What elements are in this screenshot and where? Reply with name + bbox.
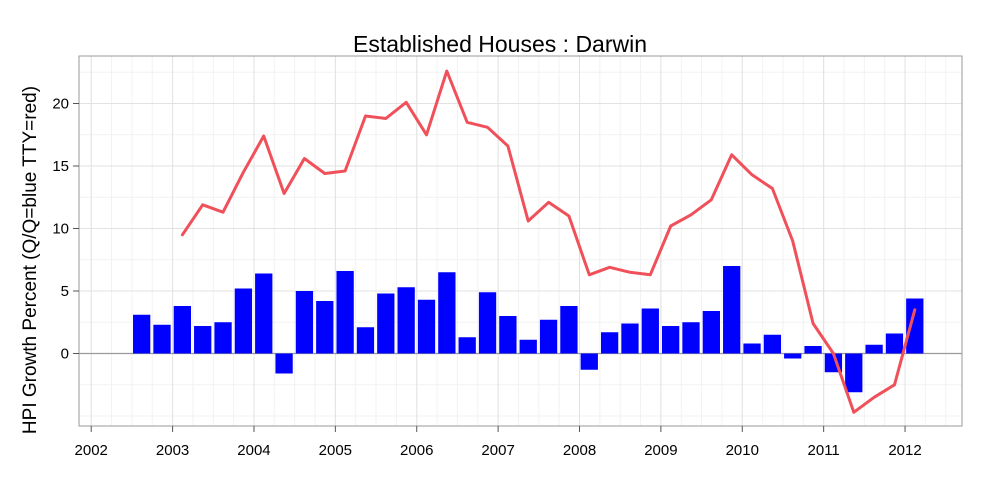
bar — [336, 271, 354, 354]
x-tick-label: 2009 — [644, 442, 677, 459]
bar — [641, 308, 659, 354]
bar — [906, 298, 924, 354]
x-tick-label: 2002 — [75, 442, 108, 459]
major-grid — [79, 56, 962, 426]
bar — [600, 332, 619, 354]
y-tick-label: 5 — [61, 283, 69, 300]
bar — [723, 266, 741, 354]
y-tick-label: 0 — [61, 346, 69, 363]
x-tick-label: 2012 — [888, 442, 921, 459]
bar — [845, 353, 863, 393]
line-series — [180, 69, 917, 414]
x-tick-label: 2011 — [808, 442, 840, 459]
bar — [153, 324, 171, 354]
bar — [377, 293, 395, 354]
bar — [133, 314, 151, 354]
bar — [194, 326, 212, 354]
bar — [397, 287, 415, 354]
bar — [438, 272, 456, 354]
bar — [560, 306, 578, 354]
bar — [478, 292, 497, 354]
bar — [784, 353, 802, 359]
bar — [519, 339, 537, 354]
bar — [499, 316, 517, 354]
bar — [580, 353, 598, 370]
x-tick-label: 2010 — [726, 442, 759, 459]
bar — [743, 343, 761, 354]
x-tick-label: 2004 — [237, 442, 270, 459]
x-axis: 2002 2003 2004 2005 2006 2007 2008 2009 2010 2011… — [75, 426, 922, 459]
chart-title: Established Houses : Darwin — [353, 31, 647, 57]
bar — [763, 334, 782, 354]
plot-area — [79, 56, 962, 426]
x-tick-label: 2005 — [319, 442, 352, 459]
bar — [417, 299, 436, 354]
bar — [255, 273, 273, 354]
bar — [275, 353, 293, 374]
bar-series — [133, 266, 924, 393]
bar — [885, 333, 904, 354]
x-tick-label: 2007 — [481, 442, 514, 459]
y-axis-label: HPI Growth Percent (Q/Q=blue TTY=red) — [20, 86, 41, 434]
x-tick-label: 2008 — [563, 442, 596, 459]
bar — [539, 319, 558, 354]
x-tick-label: 2006 — [400, 442, 433, 459]
bar — [865, 344, 883, 354]
y-tick-label: 20 — [52, 96, 69, 113]
y-tick-label: 10 — [52, 221, 69, 238]
bar — [316, 301, 334, 354]
bar — [662, 326, 680, 354]
bar — [173, 306, 192, 354]
x-tick-label: 2003 — [156, 442, 189, 459]
y-tick-label: 15 — [52, 158, 69, 175]
y-axis: 0 5 10 15 20 — [52, 96, 79, 363]
bar — [804, 346, 822, 354]
bar — [458, 337, 476, 354]
bar — [702, 311, 720, 354]
bar — [621, 323, 639, 354]
plot-frame — [78, 55, 963, 427]
bar — [214, 322, 232, 354]
bar — [682, 322, 700, 354]
bar — [295, 291, 314, 354]
bar — [356, 327, 375, 354]
bar — [234, 288, 253, 354]
